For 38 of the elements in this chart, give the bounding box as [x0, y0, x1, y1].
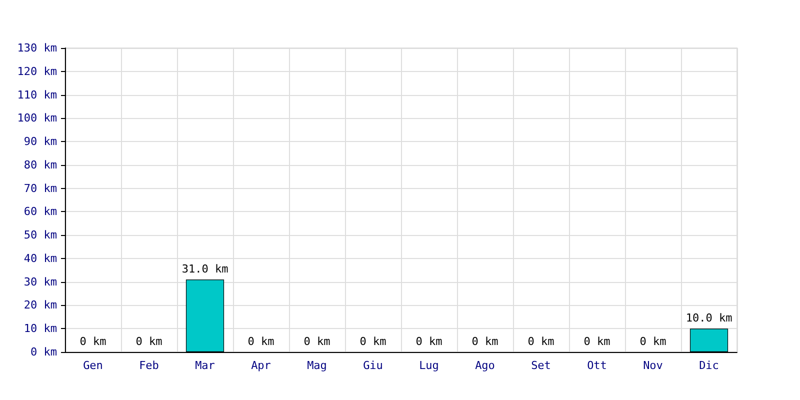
- y-tick-label: 100 km: [17, 112, 58, 125]
- data-label: 0 km: [360, 335, 387, 348]
- x-tick-label: Lug: [419, 359, 439, 372]
- data-label: 0 km: [248, 335, 275, 348]
- y-tick-label: 20 km: [24, 298, 58, 312]
- data-label: 0 km: [136, 335, 163, 348]
- y-tick-label: 40 km: [24, 252, 58, 265]
- y-tick-label: 80 km: [24, 158, 58, 172]
- y-tick-label: 30 km: [24, 275, 58, 288]
- x-tick-label: Ott: [587, 359, 607, 372]
- data-label: 10.0 km: [686, 312, 733, 325]
- x-tick-label: Gen: [83, 359, 103, 372]
- data-label: 0 km: [640, 335, 667, 348]
- x-tick-label: Set: [531, 359, 551, 372]
- data-label: 31.0 km: [182, 262, 229, 276]
- x-tick-label: Feb: [139, 359, 159, 372]
- x-tick-label: Nov: [643, 359, 664, 372]
- data-label: 0 km: [528, 335, 555, 348]
- y-tick-label: 10 km: [24, 322, 58, 336]
- y-tick-label: 60 km: [24, 205, 58, 218]
- data-label: 0 km: [584, 335, 611, 348]
- y-tick-label: 130 km: [17, 42, 58, 54]
- y-tick-label: 120 km: [17, 64, 58, 78]
- x-tick-label: Dic: [699, 359, 719, 372]
- x-tick-label: Apr: [251, 359, 272, 372]
- y-tick-label: 50 km: [24, 228, 58, 242]
- x-tick-label: Mag: [307, 359, 327, 372]
- y-tick-label: 0 km: [30, 346, 58, 358]
- data-label: 0 km: [80, 335, 107, 348]
- x-tick-label: Mar: [195, 359, 216, 372]
- data-label: 0 km: [472, 335, 499, 348]
- y-tick-label: 90 km: [24, 135, 58, 148]
- y-tick-label: 110 km: [17, 88, 58, 102]
- x-tick-label: Giu: [363, 359, 383, 372]
- y-tick-label: 70 km: [24, 182, 58, 195]
- data-label: 0 km: [416, 335, 443, 348]
- x-tick-label: Ago: [475, 359, 495, 372]
- data-label: 0 km: [304, 335, 331, 348]
